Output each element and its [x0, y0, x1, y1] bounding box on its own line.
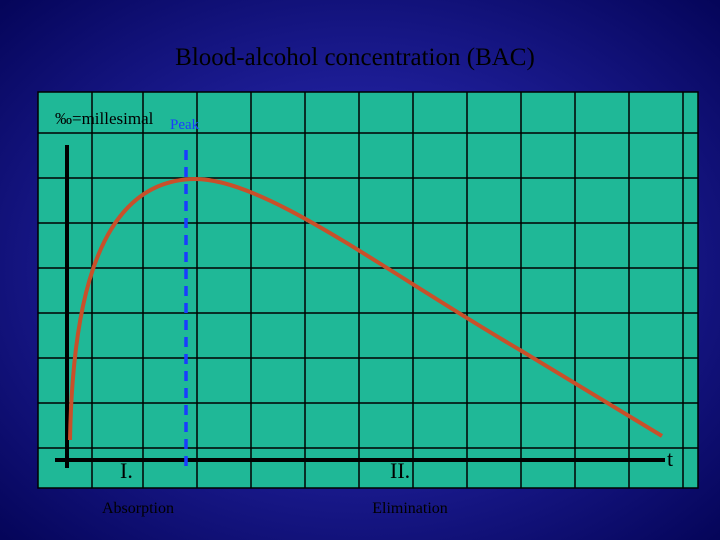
phase-label: Absorption: [102, 500, 174, 517]
unit-note: ‰=millesimal: [55, 109, 154, 128]
phase-numeral: I.: [120, 458, 133, 483]
bac-curve: [68, 176, 664, 441]
phase-label: Elimination: [372, 500, 448, 517]
phase-numeral: II.: [390, 458, 410, 483]
time-axis-label: t: [667, 446, 673, 471]
peak-label: Peak: [170, 117, 200, 133]
slide-title: Blood-alcohol concentration (BAC): [175, 44, 535, 71]
grid: [38, 92, 698, 488]
diagram-panel: [37, 91, 699, 489]
